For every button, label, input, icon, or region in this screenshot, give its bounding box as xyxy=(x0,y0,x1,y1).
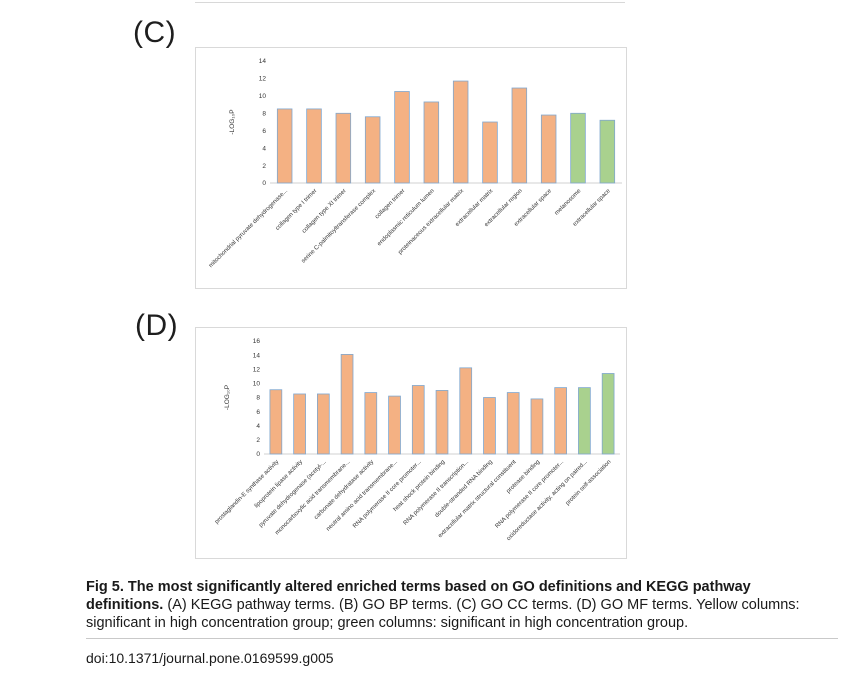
chart-c-bar xyxy=(570,112,586,184)
chart-d-bar xyxy=(578,387,591,455)
chart-c-bar xyxy=(599,119,616,184)
chart-d-bar xyxy=(483,397,496,455)
chart-d-bar xyxy=(340,354,354,455)
chart-d-y-tick-label: 0 xyxy=(256,451,260,458)
chart-c-category-label: proteinaceous extracellular matrix xyxy=(397,188,465,256)
chart-c-y-tick-label: 10 xyxy=(259,93,267,100)
chart-c-bar xyxy=(335,112,352,184)
chart-c-bar xyxy=(540,114,557,184)
chart-c-category-label: collagen trimer xyxy=(374,188,406,220)
caption-divider xyxy=(86,638,838,639)
chart-d-bar xyxy=(601,373,615,455)
chart-d-bar xyxy=(269,389,283,455)
chart-d-category-label: lipoprotein lipase activity xyxy=(254,459,304,509)
chart-panel-c: -LOG₁₀P 0 2 4 6 8 10 12 14 mitochondrial pyruvate… xyxy=(195,47,627,289)
chart-c-bar xyxy=(511,87,528,184)
caption-title: Fig 5. The most significantly altered en… xyxy=(86,579,751,613)
chart-d-bar xyxy=(554,387,568,455)
chart-c-y-axis-label: -LOG₁₀P xyxy=(229,109,236,134)
chart-d-y-tick-label: 10 xyxy=(253,381,261,388)
caption-body: (A) KEGG pathway terms. (B) GO BP terms.… xyxy=(86,597,800,631)
chart-d-category-label: protein self-association xyxy=(565,459,613,507)
chart-c-bar xyxy=(423,101,440,184)
top-divider xyxy=(195,0,625,3)
chart-c-y-tick-label: 2 xyxy=(262,163,266,170)
chart-c-y-tick-label: 4 xyxy=(262,145,266,152)
chart-d-bar xyxy=(364,392,378,455)
chart-c-y-tick-label: 14 xyxy=(259,58,267,65)
chart-d-bar xyxy=(317,393,330,455)
chart-d-y-tick-label: 2 xyxy=(256,437,260,444)
chart-c-category-label: endoplasmic reticulum lumen xyxy=(377,188,436,247)
chart-c-bar xyxy=(482,121,498,184)
chart-c-bar xyxy=(276,108,293,184)
chart-d-bar xyxy=(530,398,544,455)
chart-d-bar xyxy=(435,390,449,455)
doi-link[interactable]: doi:10.1371/journal.pone.0169599.g005 xyxy=(86,650,334,666)
chart-c-y-tick-label: 0 xyxy=(262,180,266,187)
chart-d-y-tick-label: 8 xyxy=(256,395,260,402)
chart-d-y-tick-label: 4 xyxy=(256,423,260,430)
chart-d-y-tick-label: 16 xyxy=(253,338,261,345)
chart-c-bar xyxy=(452,80,469,184)
panel-label-d: (D) xyxy=(135,309,179,342)
chart-c-bar xyxy=(364,116,381,184)
chart-d-bar xyxy=(388,395,401,455)
chart-d-bar xyxy=(506,392,520,455)
chart-c-bar xyxy=(306,108,322,184)
chart-c-bar xyxy=(394,91,410,184)
chart-c-y-tick-label: 12 xyxy=(259,76,267,83)
chart-c-y-tick-label: 8 xyxy=(262,110,266,117)
panel-label-c: (C) xyxy=(133,16,177,49)
chart-d-y-axis-label: -LOG₁₀P xyxy=(224,385,231,410)
chart-panel-d: -LOG₁₀P 0 2 4 6 8 10 12 14 16 prostaglandin-E synt… xyxy=(195,327,627,559)
chart-d-y-tick-label: 6 xyxy=(256,409,260,416)
chart-c-category-label: melanosome xyxy=(554,188,583,217)
figure-caption: Fig 5. The most significantly altered en… xyxy=(86,578,806,632)
chart-c-y-tick-label: 6 xyxy=(262,128,266,135)
chart-d-bar xyxy=(459,367,473,455)
chart-d-bar xyxy=(293,393,306,455)
chart-d-y-tick-label: 14 xyxy=(253,352,261,359)
chart-d-y-tick-label: 12 xyxy=(253,366,261,373)
chart-d-bar xyxy=(411,385,425,455)
